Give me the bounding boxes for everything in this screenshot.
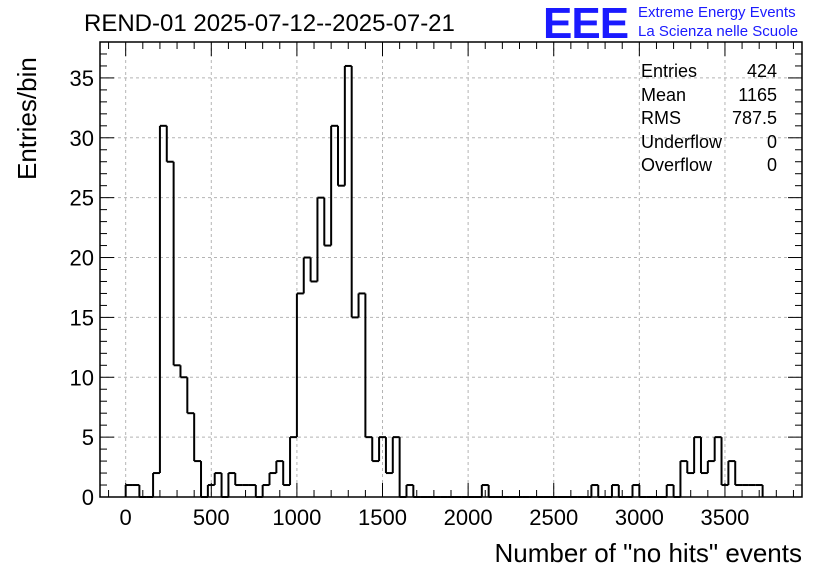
stat-value: 787.5 bbox=[731, 108, 777, 128]
x-tick-label: 1000 bbox=[272, 505, 321, 530]
stat-label: Overflow bbox=[641, 155, 713, 175]
y-tick-label: 30 bbox=[70, 126, 94, 151]
x-tick-label: 2500 bbox=[529, 505, 578, 530]
y-tick-label: 25 bbox=[70, 186, 94, 211]
y-tick-label: 35 bbox=[70, 66, 94, 91]
y-tick-label: 0 bbox=[82, 485, 94, 510]
y-tick-label: 20 bbox=[70, 246, 94, 271]
eee-logo: EEE bbox=[543, 0, 629, 48]
x-tick-label: 2000 bbox=[444, 505, 493, 530]
stat-underflow: Underflow 0 bbox=[641, 131, 777, 155]
x-tick-label: 3500 bbox=[700, 505, 749, 530]
chart-title: REND-01 2025-07-12--2025-07-21 bbox=[84, 10, 455, 37]
y-tick-label: 5 bbox=[82, 425, 94, 450]
y-tick-label: 15 bbox=[70, 305, 94, 330]
stat-value: 0 bbox=[766, 131, 777, 152]
stat-value: 1165 bbox=[738, 84, 777, 105]
stats-box: Entries 424 Mean 1165 RMS 787.5 Underflow 0 … bbox=[641, 60, 777, 178]
stat-rms: RMS 787.5 bbox=[641, 107, 777, 131]
stat-label: Entries bbox=[641, 61, 698, 81]
x-tick-label: 0 bbox=[120, 505, 132, 530]
stat-entries: Entries 424 bbox=[641, 60, 777, 84]
logo-caption-line-2: La Scienza nelle Scuole bbox=[638, 23, 799, 40]
y-axis-label: Entries/bin bbox=[12, 57, 42, 180]
x-tick-label: 3000 bbox=[615, 505, 664, 530]
y-tick-label: 10 bbox=[70, 365, 94, 390]
stat-mean: Mean 1165 bbox=[641, 84, 777, 108]
axes: 0 500 1000 1500 2000 2500 3000 3500051015202530… bbox=[70, 41, 803, 530]
logo-caption: Extreme Energy Events La Scienza nelle S… bbox=[638, 3, 798, 41]
stat-value: 424 bbox=[746, 61, 777, 81]
stat-label: RMS bbox=[641, 108, 681, 128]
stat-value: 0 bbox=[766, 155, 777, 175]
x-tick-label: 1500 bbox=[358, 505, 407, 530]
stat-label: Mean bbox=[641, 84, 687, 105]
stat-overflow: Overflow 0 bbox=[641, 154, 777, 178]
x-tick-label: 500 bbox=[193, 505, 230, 530]
x-axis-label: Number of "no hits" events bbox=[494, 538, 803, 568]
stat-label: Underflow bbox=[641, 131, 723, 152]
logo-caption-line-1: Extreme Energy Events bbox=[638, 4, 796, 21]
